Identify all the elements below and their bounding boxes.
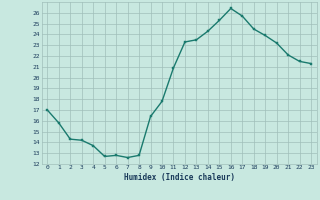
X-axis label: Humidex (Indice chaleur): Humidex (Indice chaleur)	[124, 173, 235, 182]
